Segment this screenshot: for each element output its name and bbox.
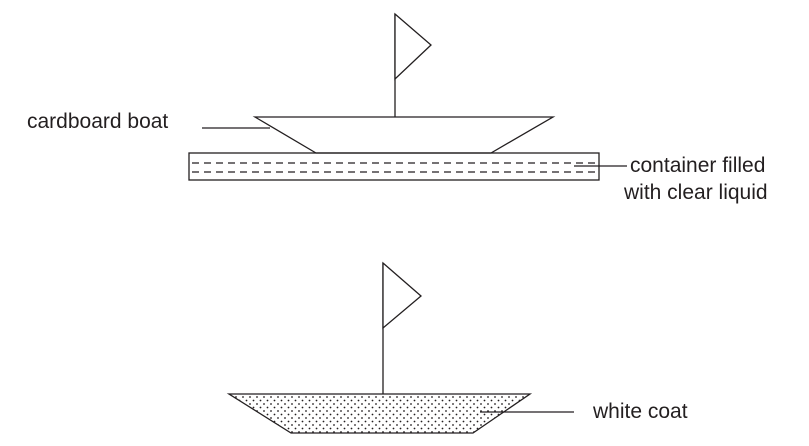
bottom-flag [382, 261, 423, 330]
liquid-container [188, 152, 600, 181]
container-outline [188, 152, 600, 181]
cardboard-boat-label: cardboard boat [27, 110, 169, 133]
white-coat-label: white coat [593, 400, 688, 423]
bottom-boat [226, 261, 533, 434]
container-label-line2: with clear liquid [624, 181, 768, 204]
top-flag [394, 12, 432, 81]
top-boat-hull [252, 116, 556, 154]
top-boat [252, 12, 556, 154]
bottom-boat-hull-coated [226, 393, 533, 434]
container-label-line1: container filled [630, 154, 766, 177]
